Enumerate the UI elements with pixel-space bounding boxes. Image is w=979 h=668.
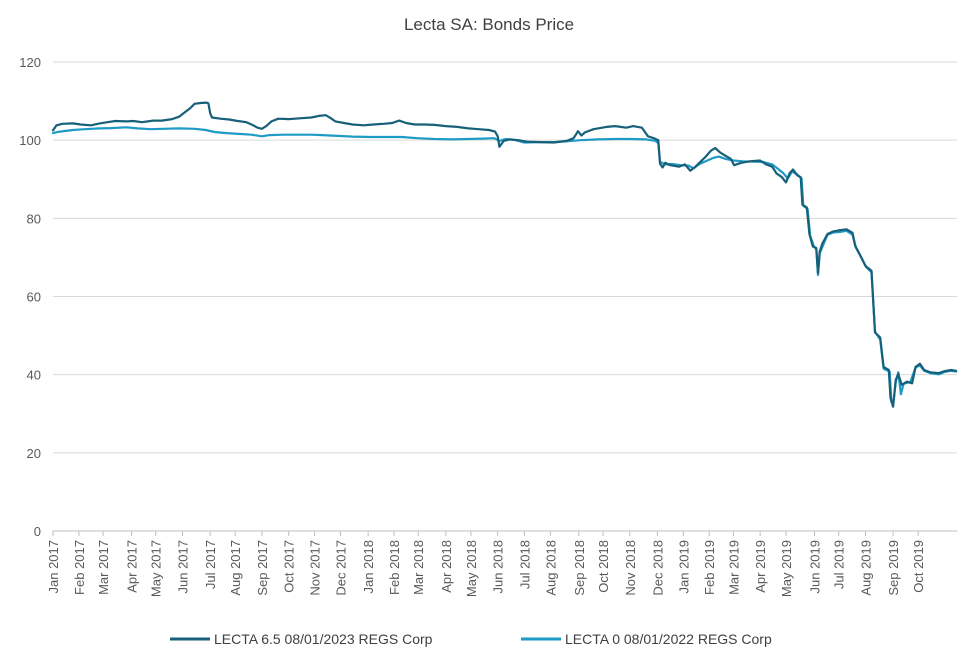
y-tick-label: 20: [27, 446, 41, 461]
chart-title: Lecta SA: Bonds Price: [404, 15, 574, 34]
x-tick-label: May 2019: [779, 540, 794, 597]
x-tick-label: Mar 2019: [726, 540, 741, 595]
legend: LECTA 6.5 08/01/2023 REGS Corp LECTA 0 0…: [170, 631, 772, 647]
x-tick-label: Aug 2017: [228, 540, 243, 596]
x-tick-label: Jun 2017: [176, 540, 191, 594]
series-line-1: [51, 126, 958, 407]
x-tick-label: Mar 2018: [411, 540, 426, 595]
y-axis: 0 20 40 60 80 100 120: [19, 55, 41, 539]
x-tick-label: Sep 2018: [572, 540, 587, 596]
x-tick-label: Feb 2018: [387, 540, 402, 595]
x-tick-label: Apr 2018: [439, 540, 454, 593]
x-tick-label: Dec 2018: [650, 540, 665, 596]
x-tick-label: Jan 2017: [46, 540, 61, 594]
x-tick-label: Oct 2018: [596, 540, 611, 593]
x-tick-label: Jul 2019: [832, 540, 847, 589]
gridlines: [53, 61, 957, 532]
x-tick-label: Oct 2019: [911, 540, 926, 593]
x-tick-label: Sep 2019: [886, 540, 901, 596]
x-tick-label: Oct 2017: [282, 540, 297, 593]
x-tick-label: Feb 2017: [72, 540, 87, 595]
x-tick-label: Jun 2019: [808, 540, 823, 594]
x-tick-label: Aug 2019: [858, 540, 873, 596]
x-tick-label: Jul 2017: [203, 540, 218, 589]
series-line-0: [51, 101, 958, 408]
x-tick-label: Sep 2017: [255, 540, 270, 596]
y-tick-label: 40: [27, 368, 41, 383]
x-tick-label: Jan 2018: [361, 540, 376, 594]
x-axis: Jan 2017 Feb 2017 Mar 2017 Apr 2017 May 2017…: [46, 531, 926, 597]
x-tick-label: May 2017: [149, 540, 164, 597]
series-lines: [51, 101, 958, 408]
x-tick-label: Nov 2018: [623, 540, 638, 596]
x-tick-label: Apr 2017: [125, 540, 140, 593]
y-tick-label: 100: [19, 133, 41, 148]
y-tick-label: 80: [27, 211, 41, 226]
x-tick-label: May 2018: [464, 540, 479, 597]
x-tick-label: Jul 2018: [517, 540, 532, 589]
legend-label-lecta-2023: LECTA 6.5 08/01/2023 REGS Corp: [214, 631, 433, 647]
x-tick-label: Feb 2019: [702, 540, 717, 595]
x-tick-label: Nov 2017: [308, 540, 323, 596]
legend-label-lecta-2022: LECTA 0 08/01/2022 REGS Corp: [565, 631, 772, 647]
x-tick-label: Aug 2018: [543, 540, 558, 596]
x-tick-label: Apr 2019: [753, 540, 768, 593]
y-tick-label: 120: [19, 55, 41, 70]
y-tick-label: 0: [34, 524, 41, 539]
x-tick-label: Jun 2018: [491, 540, 506, 594]
y-tick-label: 60: [27, 290, 41, 305]
x-tick-label: Dec 2017: [334, 540, 349, 596]
x-tick-label: Mar 2017: [96, 540, 111, 595]
x-tick-label: Jan 2019: [676, 540, 691, 594]
